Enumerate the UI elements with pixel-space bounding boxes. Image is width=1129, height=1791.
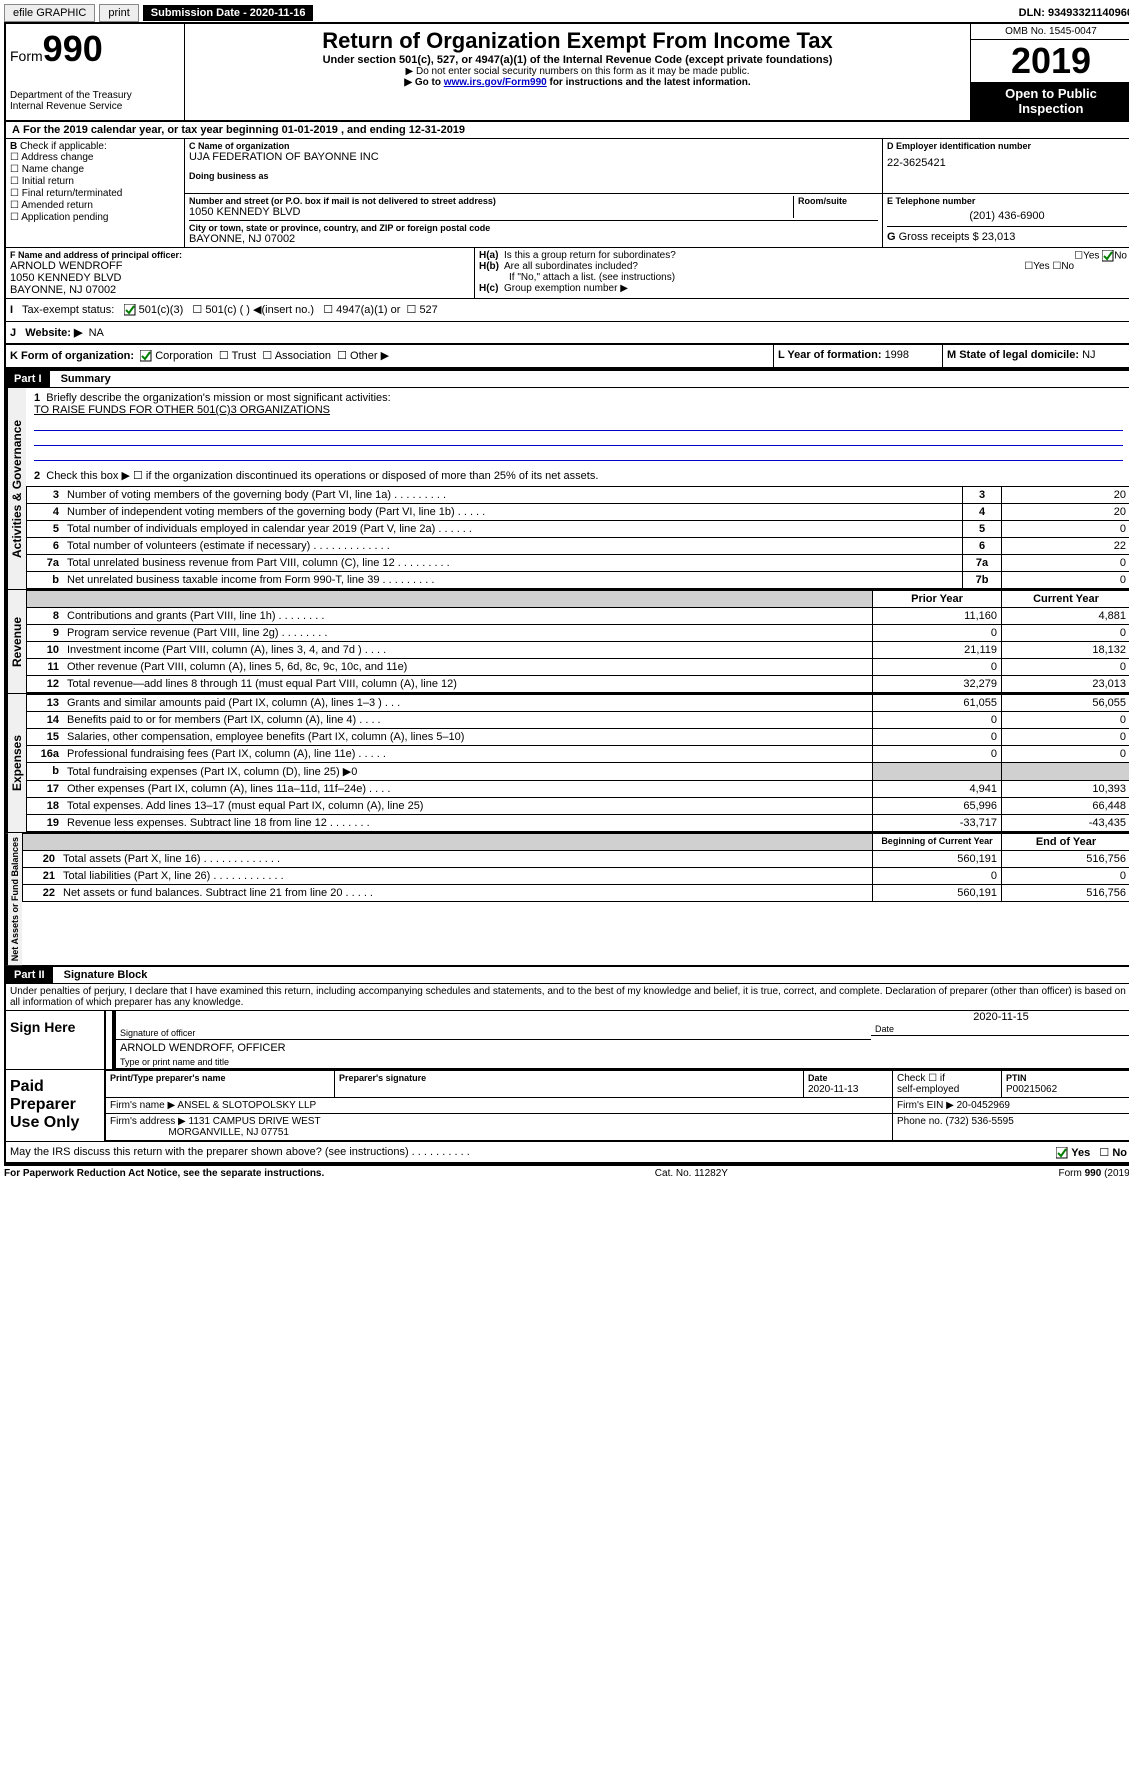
part2-subtitle: Signature Block (56, 969, 148, 981)
street-label: Number and street (or P.O. box if mail i… (189, 196, 793, 206)
printed-name-label: Type or print name and title (116, 1056, 1129, 1069)
vtab-governance: Activities & Governance (6, 388, 26, 589)
q2-checkbox-line: Check this box ▶ ☐ if the organization d… (46, 470, 598, 482)
officer-name: ARNOLD WENDROFF (10, 260, 470, 272)
city-value: BAYONNE, NJ 07002 (189, 233, 878, 245)
part1-subtitle: Summary (53, 373, 111, 385)
phone-value: (201) 436-6900 (887, 210, 1127, 222)
room-label: Room/suite (798, 196, 878, 206)
netassets-table: Beginning of Current YearEnd of Year 20T… (22, 833, 1129, 902)
section-k-org-form: K Form of organization: Corporation ☐ Tr… (6, 345, 773, 367)
part1-label: Part I (6, 371, 50, 387)
org-name: UJA FEDERATION OF BAYONNE INC (189, 151, 878, 163)
state-domicile: NJ (1082, 349, 1095, 361)
hb-note: If "No," attach a list. (see instruction… (479, 272, 1127, 283)
officer-city: BAYONNE, NJ 07002 (10, 284, 470, 296)
subtitle-1: Under section 501(c), 527, or 4947(a)(1)… (189, 54, 966, 66)
check-icon (1102, 250, 1114, 262)
cat-no: Cat. No. 11282Y (655, 1168, 728, 1179)
phone-label: E Telephone number (887, 196, 1127, 206)
officer-printed-name: ARNOLD WENDROFF, OFFICER (116, 1040, 1129, 1056)
open-to-public: Open to Public Inspection (971, 82, 1129, 120)
irs-link[interactable]: www.irs.gov/Form990 (444, 77, 547, 88)
discuss-line: May the IRS discuss this return with the… (6, 1141, 1129, 1162)
gross-receipts: Gross receipts $ 23,013 (899, 231, 1016, 243)
mission-text: TO RAISE FUNDS FOR OTHER 501(C)3 ORGANIZ… (34, 404, 330, 416)
governance-table: 3Number of voting members of the governi… (26, 486, 1129, 589)
check-icon (1056, 1147, 1068, 1159)
submission-date: Submission Date - 2020-11-16 (143, 5, 314, 21)
paid-preparer-label: Paid Preparer Use Only (6, 1070, 104, 1141)
form-label: Form (10, 48, 43, 64)
form-number: 990 (43, 28, 103, 69)
check-icon (140, 350, 152, 362)
hb-question: Are all subordinates included? (504, 261, 638, 272)
vtab-revenue: Revenue (6, 590, 26, 693)
omb-number: OMB No. 1545-0047 (971, 24, 1129, 40)
perjury-text: Under penalties of perjury, I declare th… (6, 984, 1129, 1010)
goto-prefix: ▶ Go to (404, 77, 443, 88)
form-title: Return of Organization Exempt From Incom… (189, 28, 966, 54)
ptin-value: P00215062 (1006, 1084, 1057, 1095)
tax-year: 2019 (971, 40, 1129, 82)
city-label: City or town, state or province, country… (189, 223, 878, 233)
firm-ein: 20-0452969 (957, 1100, 1010, 1111)
part2-label: Part II (6, 967, 53, 983)
vtab-expenses: Expenses (6, 694, 26, 832)
year-formation: 1998 (885, 349, 909, 361)
subtitle-2: ▶ Do not enter social security numbers o… (189, 66, 966, 77)
efile-button[interactable]: efile GRAPHIC (4, 4, 95, 22)
dept-treasury: Department of the Treasury (10, 90, 180, 101)
firm-name: ANSEL & SLOTOPOLSKY LLP (177, 1100, 316, 1111)
q1-mission-label: Briefly describe the organization's miss… (46, 392, 390, 404)
firm-phone: (732) 536-5595 (945, 1116, 1013, 1127)
sign-date-label: Date (871, 1023, 1129, 1036)
form-footer: Form 990 (2019) (1059, 1168, 1129, 1179)
expenses-table: 13Grants and similar amounts paid (Part … (26, 694, 1129, 832)
section-b-checkboxes: B Check if applicable: ☐ Address change … (6, 139, 185, 248)
irs-label: Internal Revenue Service (10, 101, 180, 112)
sign-date: 2020-11-15 (871, 1011, 1129, 1023)
form-990-page: Form990 Department of the Treasury Inter… (4, 22, 1129, 1164)
check-icon (124, 304, 136, 316)
section-a-taxyear: A For the 2019 calendar year, or tax yea… (6, 122, 1129, 139)
section-j-website: J Website: ▶ NA (6, 322, 1129, 345)
ha-question: Is this a group return for subordinates? (504, 250, 676, 261)
org-name-label: C Name of organization (189, 141, 878, 151)
sign-here-label: Sign Here (6, 1011, 104, 1069)
section-i-tax-status: I Tax-exempt status: 501(c)(3) ☐ 501(c) … (6, 299, 1129, 322)
officer-street: 1050 KENNEDY BLVD (10, 272, 470, 284)
ein-label: D Employer identification number (887, 141, 1127, 151)
firm-addr2: MORGANVILLE, NJ 07751 (168, 1127, 289, 1138)
hc-label: Group exemption number ▶ (504, 283, 628, 294)
pra-notice: For Paperwork Reduction Act Notice, see … (4, 1168, 324, 1179)
dln-label: DLN: 93493321140960 (1019, 7, 1129, 19)
print-button[interactable]: print (99, 4, 138, 22)
sig-officer-label: Signature of officer (116, 1027, 871, 1040)
ein-value: 22-3625421 (887, 157, 1127, 169)
dba-label: Doing business as (189, 171, 878, 181)
preparer-table: Print/Type preparer's name Preparer's si… (105, 1070, 1129, 1141)
goto-suffix: for instructions and the latest informat… (547, 77, 751, 88)
street-value: 1050 KENNEDY BLVD (189, 206, 793, 218)
revenue-table: Prior YearCurrent Year 8Contributions an… (26, 590, 1129, 693)
firm-addr1: 1131 CAMPUS DRIVE WEST (189, 1116, 321, 1127)
vtab-netassets: Net Assets or Fund Balances (6, 833, 22, 965)
officer-label: F Name and address of principal officer: (10, 250, 470, 260)
top-toolbar: efile GRAPHIC print Submission Date - 20… (4, 4, 1129, 22)
